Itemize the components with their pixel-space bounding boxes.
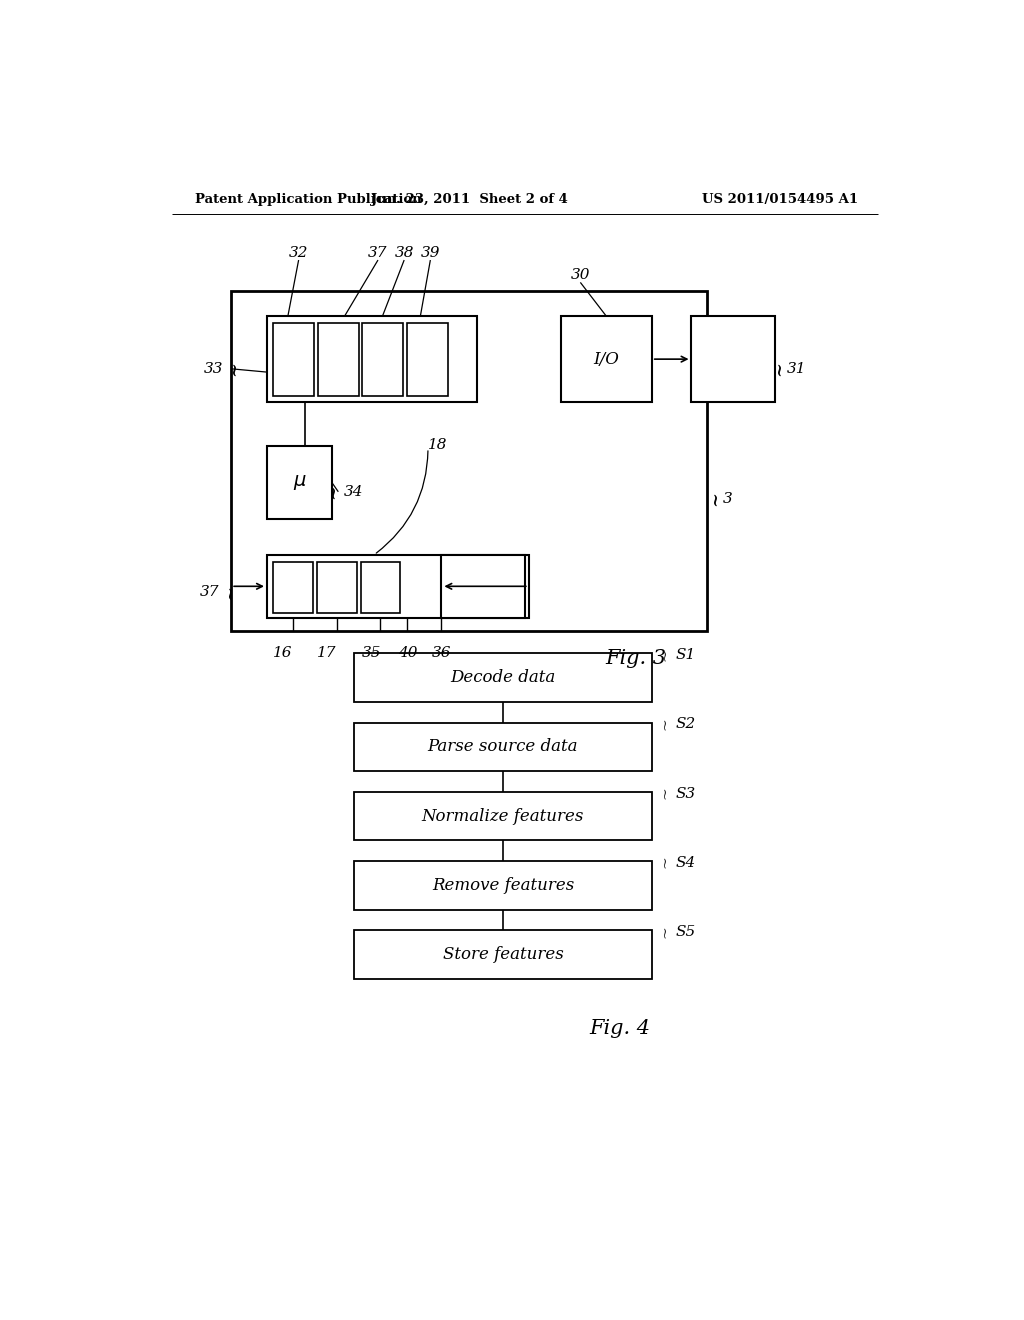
Text: 3: 3 <box>723 492 733 506</box>
Bar <box>362 323 403 396</box>
Text: Parse source data: Parse source data <box>428 738 579 755</box>
Text: 35: 35 <box>361 647 381 660</box>
Bar <box>273 562 313 612</box>
Bar <box>354 861 651 909</box>
Text: 38: 38 <box>394 246 414 260</box>
Bar <box>354 929 651 978</box>
Bar <box>267 446 332 519</box>
Bar <box>273 323 314 396</box>
Text: ~: ~ <box>224 362 243 376</box>
Text: ~: ~ <box>658 648 672 661</box>
Text: Fig. 3: Fig. 3 <box>605 649 667 668</box>
Text: ~: ~ <box>658 718 672 730</box>
Bar <box>267 554 528 618</box>
Text: ~: ~ <box>770 362 787 376</box>
Bar <box>441 554 525 618</box>
Text: S4: S4 <box>676 855 696 870</box>
Text: S2: S2 <box>676 718 696 731</box>
Text: Normalize features: Normalize features <box>422 808 584 825</box>
Text: Remove features: Remove features <box>432 876 574 894</box>
Bar <box>691 315 775 403</box>
Text: ~: ~ <box>220 585 239 599</box>
Text: 32: 32 <box>289 246 308 260</box>
Text: 17: 17 <box>316 647 336 660</box>
Text: US 2011/0154495 A1: US 2011/0154495 A1 <box>702 193 858 206</box>
Bar <box>231 290 708 631</box>
Text: 34: 34 <box>344 484 364 499</box>
Text: Fig. 4: Fig. 4 <box>590 1019 650 1039</box>
Text: 37: 37 <box>369 246 388 260</box>
Text: ~: ~ <box>658 787 672 800</box>
Text: 37: 37 <box>200 585 219 599</box>
Bar <box>316 562 356 612</box>
Text: ~: ~ <box>707 491 724 507</box>
Text: Decode data: Decode data <box>451 669 556 686</box>
Text: Jun. 23, 2011  Sheet 2 of 4: Jun. 23, 2011 Sheet 2 of 4 <box>371 193 567 206</box>
Text: 16: 16 <box>273 647 293 660</box>
Text: Store features: Store features <box>442 945 563 962</box>
Bar <box>354 653 651 702</box>
Text: 18: 18 <box>428 438 447 451</box>
Text: 39: 39 <box>421 246 440 260</box>
Bar <box>360 562 400 612</box>
Text: $\mu$: $\mu$ <box>293 473 306 492</box>
Text: 31: 31 <box>786 362 806 376</box>
Text: S5: S5 <box>676 925 696 939</box>
Bar <box>267 315 477 403</box>
Text: Patent Application Publication: Patent Application Publication <box>196 193 422 206</box>
Text: S1: S1 <box>676 648 696 663</box>
Text: 30: 30 <box>570 268 590 282</box>
Text: ~: ~ <box>324 484 342 499</box>
Text: S3: S3 <box>676 787 696 800</box>
Bar <box>317 323 359 396</box>
Text: 40: 40 <box>397 647 417 660</box>
Text: ~: ~ <box>658 925 672 937</box>
Bar <box>560 315 652 403</box>
Bar <box>354 722 651 771</box>
Bar <box>407 323 447 396</box>
Text: 33: 33 <box>204 362 223 376</box>
Text: I/O: I/O <box>593 351 620 368</box>
Bar <box>354 792 651 841</box>
Text: 36: 36 <box>432 647 452 660</box>
Text: ~: ~ <box>658 855 672 869</box>
